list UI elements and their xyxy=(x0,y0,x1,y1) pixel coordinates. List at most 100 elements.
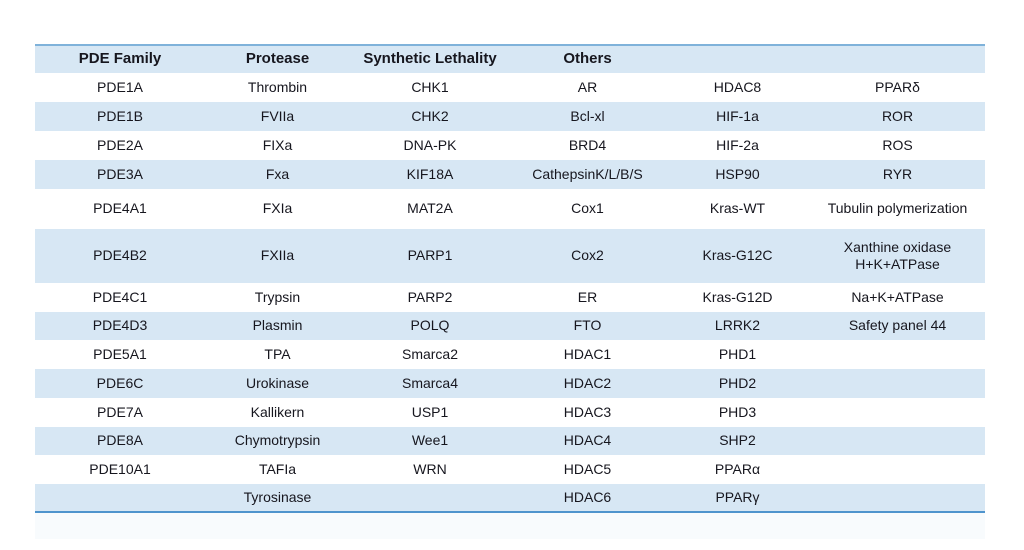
table-cell: PPARα xyxy=(714,460,761,477)
table-row: PDE2A FIXa DNA-PK BRD4 HIF-2a ROS xyxy=(35,131,985,160)
table-cell: PHD1 xyxy=(718,345,757,362)
table-row: PDE4A1 FXIa MAT2A Cox1 Kras-WT Tubulin polyme… xyxy=(35,189,985,229)
table-cell: Cox2 xyxy=(571,247,604,264)
table-cell xyxy=(810,369,985,398)
table-cell xyxy=(810,427,985,455)
table-cell: PDE6C xyxy=(96,374,144,391)
table-cell: Tubulin polymerization xyxy=(827,200,968,217)
table-cell: RYR xyxy=(882,165,913,182)
header-row: PDE Family Protease Synthetic Lethality … xyxy=(35,45,985,73)
table-row: PDE1B FVIIa CHK2 Bcl-xl HIF-1a ROR xyxy=(35,102,985,131)
table-cell: Kras-WT xyxy=(709,200,766,217)
table-cell: Smarca2 xyxy=(401,345,459,362)
table-cell: FXIa xyxy=(262,200,293,217)
table-cell: PDE3A xyxy=(97,165,143,182)
table-cell: Kallikern xyxy=(250,403,305,420)
table-cell: FXIIa xyxy=(260,247,295,264)
table-cell: HIF-1a xyxy=(716,107,759,124)
header-others-2 xyxy=(665,45,810,73)
table-cell: BRD4 xyxy=(568,136,607,153)
table-cell: Na+K+ATPase xyxy=(851,288,944,305)
table-cell: HDAC3 xyxy=(563,403,612,420)
table-cell: PHD3 xyxy=(718,403,757,420)
table-cell: HDAC2 xyxy=(563,374,612,391)
table-cell: Kras-G12C xyxy=(702,247,773,264)
table-cell: ROR xyxy=(881,107,914,124)
table-cell xyxy=(810,398,985,427)
table-cell: HDAC6 xyxy=(563,488,612,505)
table-cell: Plasmin xyxy=(252,317,303,334)
table-cell xyxy=(810,340,985,369)
table-cell: Cox1 xyxy=(571,200,604,217)
table-row: PDE4B2 FXIIa PARP1 Cox2 Kras-G12C Xanthine ox… xyxy=(35,229,985,283)
table-cell: DNA-PK xyxy=(403,136,457,153)
table-cell: Safety panel 44 xyxy=(848,317,947,334)
table-row: PDE3A Fxa KIF18A CathepsinK/L/B/S HSP90 RYR xyxy=(35,160,985,189)
table-cell: TAFIa xyxy=(258,460,297,477)
table-cell: PDE8A xyxy=(97,432,143,449)
table-cell: CathepsinK/L/B/S xyxy=(532,165,643,182)
table-cell: PDE4B2 xyxy=(93,247,147,264)
table-cell: HDAC8 xyxy=(713,78,762,95)
table-shadow xyxy=(35,513,985,539)
table-cell: PDE5A1 xyxy=(93,345,147,362)
table-cell: PARP1 xyxy=(407,247,453,264)
header-protease: Protease xyxy=(245,50,310,68)
table-row: PDE4C1 Trypsin PARP2 ER Kras-G12D Na+K+ATPase xyxy=(35,283,985,312)
table-cell: PARP2 xyxy=(407,288,453,305)
table-cell: SHP2 xyxy=(719,432,756,449)
table-cell: Xanthine oxidase H+K+ATPase xyxy=(843,238,952,272)
table-cell: TPA xyxy=(264,345,291,362)
table-row: PDE10A1 TAFIa WRN HDAC5 PPARα xyxy=(35,455,985,484)
table-cell: PPARγ xyxy=(715,488,760,505)
table-row: PDE1A Thrombin CHK1 AR HDAC8 PPARδ xyxy=(35,73,985,102)
table-cell: HDAC5 xyxy=(563,460,612,477)
table-cell xyxy=(35,484,205,512)
table-cell: USP1 xyxy=(411,403,449,420)
table-cell: PDE4D3 xyxy=(92,317,148,334)
table-cell: PDE4A1 xyxy=(93,200,147,217)
table-cell xyxy=(810,484,985,512)
table-cell: WRN xyxy=(413,460,447,477)
table-cell: HDAC4 xyxy=(563,432,612,449)
table-cell: PPARδ xyxy=(875,78,920,95)
table-cell: PDE4C1 xyxy=(92,288,148,305)
table-row: PDE7A Kallikern USP1 HDAC3 PHD3 xyxy=(35,398,985,427)
table-cell: FIXa xyxy=(262,136,293,153)
table-cell: PDE10A1 xyxy=(89,460,151,477)
table-row: PDE6C Urokinase Smarca4 HDAC2 PHD2 xyxy=(35,369,985,398)
table-cell: Tyrosinase xyxy=(243,488,312,505)
header-synthetic-lethality: Synthetic Lethality xyxy=(363,50,497,68)
table-cell: PDE2A xyxy=(97,136,143,153)
table-cell xyxy=(810,455,985,484)
table-row: PDE4D3 Plasmin POLQ FTO LRRK2 Safety panel 44 xyxy=(35,312,985,340)
table-cell: PDE1B xyxy=(97,107,143,124)
table-cell: POLQ xyxy=(410,317,450,334)
table-cell: Thrombin xyxy=(247,78,308,95)
table-cell xyxy=(350,484,510,512)
table-cell: PHD2 xyxy=(718,374,757,391)
table-cell: HIF-2a xyxy=(716,136,759,153)
table-cell: FTO xyxy=(573,317,602,334)
header-pde-family: PDE Family xyxy=(78,50,162,68)
table-cell: CHK1 xyxy=(411,78,449,95)
table-cell: PDE1A xyxy=(97,78,143,95)
table-cell: Wee1 xyxy=(411,432,449,449)
table-cell: Smarca4 xyxy=(401,374,459,391)
table-cell: ER xyxy=(577,288,598,305)
table-cell: LRRK2 xyxy=(714,317,761,334)
table-body: PDE1A Thrombin CHK1 AR HDAC8 PPARδ PDE1B FVIIa C… xyxy=(35,73,985,512)
table-cell: Urokinase xyxy=(245,374,310,391)
table-cell: HSP90 xyxy=(715,165,760,182)
table-cell: Fxa xyxy=(265,165,290,182)
table-row: PDE8A Chymotrypsin Wee1 HDAC4 SHP2 xyxy=(35,427,985,455)
table-row: PDE5A1 TPA Smarca2 HDAC1 PHD1 xyxy=(35,340,985,369)
table-cell: CHK2 xyxy=(411,107,449,124)
table-header: PDE Family Protease Synthetic Lethality … xyxy=(35,45,985,73)
header-others-3 xyxy=(810,45,985,73)
table-row: Tyrosinase HDAC6 PPARγ xyxy=(35,484,985,512)
table-cell: PDE7A xyxy=(97,403,143,420)
table-cell: Chymotrypsin xyxy=(234,432,321,449)
table-cell: HDAC1 xyxy=(563,345,612,362)
